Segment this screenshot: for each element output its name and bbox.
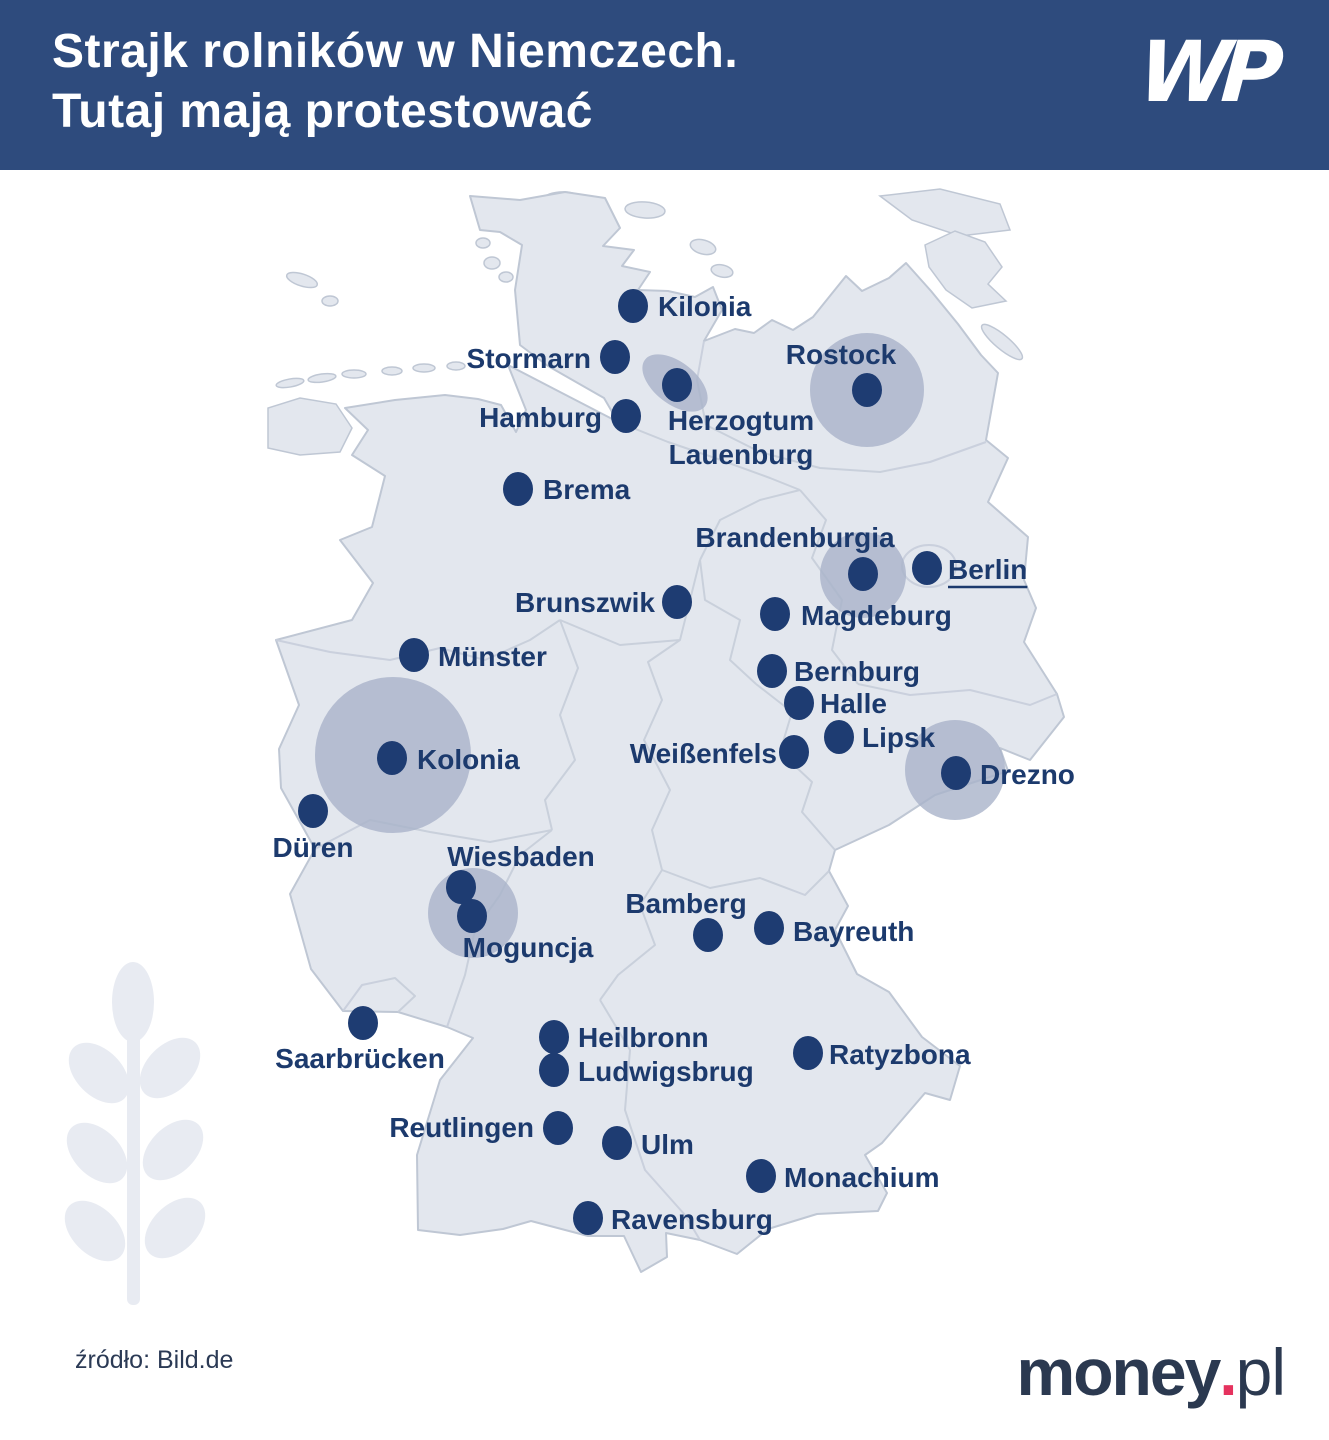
- city-label-hamburg: Hamburg: [479, 402, 602, 433]
- city-dot-ratyzbona: [793, 1036, 823, 1070]
- germany-outline: [275, 191, 1065, 1273]
- city-dot-herzogtum-lauenburg: [662, 368, 692, 402]
- island-shape: [275, 377, 305, 389]
- island-shape: [267, 397, 353, 456]
- city-label-brema: Brema: [543, 474, 631, 505]
- city-label-kolonia-city: Kolonia: [417, 744, 520, 775]
- city-dot-duren: [298, 794, 328, 828]
- city-label-moguncja: Moguncja: [463, 932, 594, 963]
- city-dot-berlin: [912, 551, 942, 585]
- city-dot-magdeburg: [760, 597, 790, 631]
- city-dot-brunszwik: [662, 585, 692, 619]
- island-shape: [689, 238, 717, 256]
- city-dot-bernburg: [757, 654, 787, 688]
- city-dot-hamburg: [611, 399, 641, 433]
- city-dot-bamberg: [693, 918, 723, 952]
- island-shape: [980, 323, 1024, 361]
- city-label-heilbronn: Heilbronn: [578, 1022, 709, 1053]
- city-label-halle: Halle: [820, 688, 887, 719]
- city-dot-ravensburg: [573, 1201, 603, 1235]
- city-label-herzogtum-lauenburg: Herzogtum: [668, 405, 814, 436]
- city-dot-kolonia-city: [377, 741, 407, 775]
- city-markers: Kilonia Stormarn Hamburg HerzogtumLauenburg…: [273, 289, 1075, 1235]
- city-label-magdeburg: Magdeburg: [801, 600, 952, 631]
- city-dot-brema: [503, 472, 533, 506]
- city-dot-rostock: [852, 373, 882, 407]
- city-label-ludwigsbrug: Ludwigsbrug: [578, 1056, 754, 1087]
- island-shape: [341, 369, 367, 379]
- city-dot-stormarn: [600, 340, 630, 374]
- island-shape: [307, 372, 337, 384]
- city-label-ravensburg: Ravensburg: [611, 1204, 773, 1235]
- city-label-duren: Düren: [273, 832, 354, 863]
- city-label-ratyzbona: Ratyzbona: [829, 1039, 971, 1070]
- island-shape: [924, 230, 1008, 309]
- city-dot-bayreuth: [754, 911, 784, 945]
- city-label-munster: Münster: [438, 641, 547, 672]
- city-dot-halle: [784, 686, 814, 720]
- title-line1: Strajk rolników w Niemczech.: [52, 25, 739, 78]
- city-label-drezno: Drezno: [980, 759, 1075, 790]
- title-line2: Tutaj mają protestować: [52, 85, 593, 138]
- city-label-bernburg: Bernburg: [794, 656, 920, 687]
- island-shape: [498, 271, 514, 283]
- moneypl-logo-money: money: [1016, 1335, 1222, 1409]
- island-shape: [483, 256, 501, 270]
- city-dot-lipsk: [824, 720, 854, 754]
- header-banner: Strajk rolników w Niemczech. Tutaj mają …: [0, 0, 1329, 170]
- city-dot-moguncja: [457, 899, 487, 933]
- city-dot-brandenburgia: [848, 557, 878, 591]
- city-dot-munster: [399, 638, 429, 672]
- city-dot-saarbrucken: [348, 1006, 378, 1040]
- island-shape: [624, 201, 666, 219]
- city-label-saarbrucken: Saarbrücken: [275, 1043, 445, 1074]
- moneypl-logo: money . pl: [1016, 1332, 1286, 1412]
- island-shape: [381, 366, 403, 376]
- city-label-bayreuth: Bayreuth: [793, 916, 914, 947]
- island-shape: [321, 295, 339, 307]
- city-dot-heilbronn: [539, 1020, 569, 1054]
- city-dot-wiesbaden: [446, 870, 476, 904]
- city-label-monachium: Monachium: [784, 1162, 940, 1193]
- city-label-wiesbaden: Wiesbaden: [447, 841, 595, 872]
- island-shape: [446, 361, 466, 371]
- city-dot-ulm: [602, 1126, 632, 1160]
- city-label-stormarn: Stormarn: [467, 343, 591, 374]
- city-dot-kilonia: [618, 289, 648, 323]
- island-shape: [412, 363, 436, 373]
- wheat-icon: [64, 962, 206, 1305]
- city-label-reutlingen: Reutlingen: [389, 1112, 534, 1143]
- city-label-brandenburgia: Brandenburgia: [695, 522, 895, 553]
- city-label-bamberg: Bamberg: [625, 888, 746, 919]
- city-label-kilonia: Kilonia: [658, 291, 752, 322]
- page-title: Strajk rolników w Niemczech. Tutaj mają …: [52, 22, 738, 142]
- city-dot-weissenfels: [779, 735, 809, 769]
- moneypl-logo-pl: pl: [1235, 1335, 1286, 1409]
- source-credit: źródło: Bild.de: [75, 1346, 234, 1374]
- city-dot-drezno: [941, 756, 971, 790]
- city-label-rostock: Rostock: [786, 339, 897, 370]
- city-label-herzogtum-lauenburg: Lauenburg: [669, 439, 814, 470]
- city-label-weissenfels: Weißenfels: [630, 738, 777, 769]
- city-label-ulm: Ulm: [641, 1129, 694, 1160]
- island-shape: [285, 271, 319, 289]
- island-shape: [878, 188, 1012, 237]
- city-dot-reutlingen: [543, 1111, 573, 1145]
- city-label-brunszwik: Brunszwik: [515, 587, 655, 618]
- island-shape: [710, 263, 734, 279]
- city-label-lipsk: Lipsk: [862, 722, 936, 753]
- island-shape: [475, 237, 491, 249]
- city-dot-monachium: [746, 1159, 776, 1193]
- moneypl-logo-dot: .: [1219, 1335, 1237, 1409]
- city-dot-ludwigsbrug: [539, 1053, 569, 1087]
- city-label-berlin: Berlin: [948, 554, 1027, 585]
